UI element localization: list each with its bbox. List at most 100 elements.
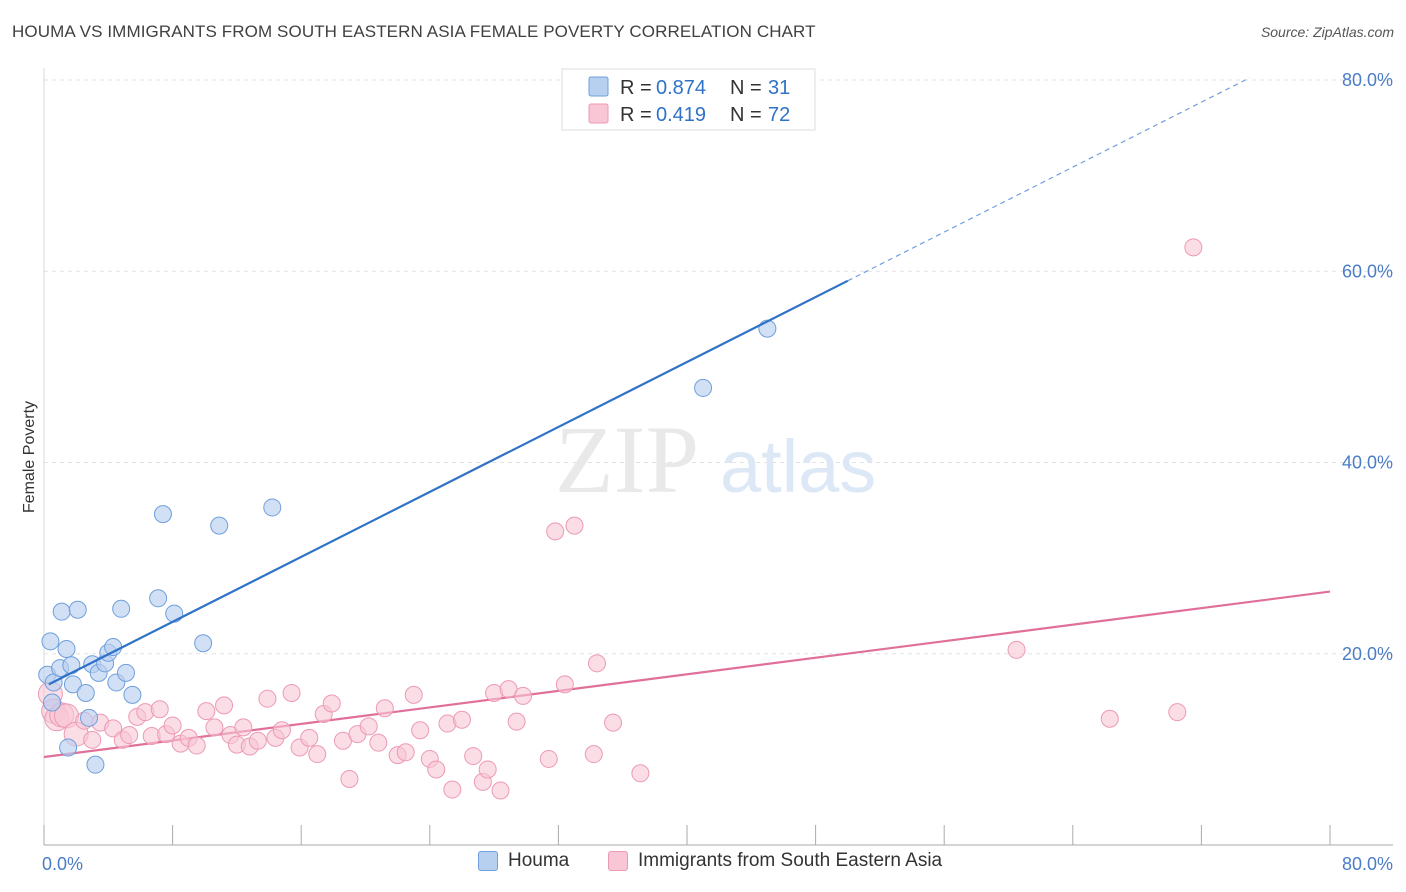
sea-point-69 bbox=[1007, 640, 1026, 659]
sea-point-31 bbox=[272, 721, 291, 740]
houma-point-28 bbox=[263, 498, 282, 517]
sea-point-29 bbox=[258, 689, 277, 708]
houma-point-10 bbox=[68, 600, 87, 619]
sea-point-34 bbox=[300, 728, 319, 747]
sea-point-49 bbox=[427, 760, 446, 779]
houma-point-26 bbox=[194, 634, 213, 653]
sea-point-35 bbox=[308, 745, 327, 764]
chart-title: HOUMA VS IMMIGRANTS FROM SOUTH EASTERN A… bbox=[12, 22, 816, 41]
houma-point-29 bbox=[694, 378, 713, 397]
x-tick-label-0: 0.0% bbox=[42, 854, 83, 874]
sea-point-9 bbox=[104, 719, 123, 738]
trend-line-houma bbox=[48, 77, 1250, 686]
legend-n-label-0: N = bbox=[730, 77, 762, 99]
sea-point-72 bbox=[1184, 238, 1203, 257]
houma-point-21 bbox=[116, 663, 135, 682]
legend-r-value-1: 0.419 bbox=[656, 104, 706, 126]
y-tick-label-1: 40.0% bbox=[1342, 453, 1393, 473]
sea-point-63 bbox=[555, 675, 574, 694]
houma-point-22 bbox=[123, 685, 142, 704]
legend-r-label-1: R = bbox=[620, 104, 652, 126]
sea-point-62 bbox=[546, 522, 565, 541]
bottom-legend-sea: Immigrants from South Eastern Asia bbox=[608, 850, 942, 872]
houma-point-27 bbox=[210, 516, 229, 535]
sea-point-60 bbox=[514, 686, 533, 705]
sea-point-41 bbox=[359, 717, 378, 736]
sea-point-66 bbox=[587, 654, 606, 673]
sea-point-43 bbox=[375, 699, 394, 718]
bottom-legend-label-sea: Immigrants from South Eastern Asia bbox=[638, 850, 943, 871]
y-axis-label: Female Poverty bbox=[21, 401, 38, 513]
sea-point-53 bbox=[464, 747, 483, 766]
houma-trend-solid bbox=[48, 279, 849, 686]
sea-point-17 bbox=[163, 716, 182, 735]
sea-trend-solid bbox=[43, 590, 1331, 759]
watermark-atlas: atlas bbox=[720, 425, 876, 508]
source-label: Source: ZipAtlas.com bbox=[1260, 24, 1394, 40]
sea-point-68 bbox=[631, 764, 650, 783]
sea-point-67 bbox=[604, 713, 623, 732]
legend-swatch-houma bbox=[588, 76, 609, 97]
houma-point-6 bbox=[57, 639, 76, 658]
trend-line-sea bbox=[43, 590, 1331, 759]
houma-point-9 bbox=[63, 675, 82, 694]
houma-point-12 bbox=[80, 708, 99, 727]
grid-lines bbox=[44, 79, 1393, 655]
houma-point-20 bbox=[112, 599, 131, 618]
sea-point-55 bbox=[478, 760, 497, 779]
sea-point-61 bbox=[539, 749, 558, 768]
sea-point-26 bbox=[234, 718, 253, 737]
houma-point-14 bbox=[86, 755, 105, 774]
houma-trend-dashed bbox=[847, 77, 1250, 282]
watermark: ZIP atlas bbox=[555, 406, 876, 513]
y-tick-label-3: 80.0% bbox=[1342, 70, 1393, 90]
legend-r-label-0: R = bbox=[620, 77, 652, 99]
sea-point-46 bbox=[404, 685, 423, 704]
sea-point-37 bbox=[322, 694, 341, 713]
bottom-legend-swatch-sea bbox=[608, 851, 628, 871]
sea-point-23 bbox=[215, 696, 234, 715]
sea-point-64 bbox=[565, 516, 584, 535]
houma-point-25 bbox=[165, 604, 184, 623]
sea-point-32 bbox=[282, 683, 301, 702]
sea-point-21 bbox=[197, 702, 216, 721]
sea-point-71 bbox=[1168, 703, 1187, 722]
houma-point-11 bbox=[76, 683, 95, 702]
bottom-legend-label-houma: Houma bbox=[508, 850, 570, 871]
bottom-legend: Houma Immigrants from South Eastern Asia bbox=[0, 850, 1406, 880]
watermark-zip: ZIP bbox=[555, 406, 699, 513]
sea-point-52 bbox=[452, 710, 471, 729]
series-sea-points bbox=[37, 238, 1203, 800]
sea-point-15 bbox=[150, 700, 169, 719]
houma-point-23 bbox=[149, 589, 168, 608]
houma-point-2 bbox=[43, 693, 62, 712]
bottom-legend-houma: Houma bbox=[478, 850, 569, 872]
legend-r-value-0: 0.874 bbox=[656, 77, 706, 99]
sea-point-70 bbox=[1100, 709, 1119, 728]
sea-point-11 bbox=[120, 726, 139, 745]
y-tick-label-2: 60.0% bbox=[1342, 261, 1393, 281]
y-tick-label-0: 20.0% bbox=[1342, 644, 1393, 664]
sea-point-22 bbox=[205, 718, 224, 737]
legend-n-value-0: 31 bbox=[768, 77, 790, 99]
sea-point-59 bbox=[507, 712, 526, 731]
bottom-legend-swatch-houma bbox=[478, 851, 498, 871]
sea-point-51 bbox=[443, 780, 462, 799]
sea-point-42 bbox=[369, 733, 388, 752]
sea-point-47 bbox=[411, 721, 430, 740]
legend-n-value-1: 72 bbox=[768, 104, 790, 126]
sea-point-20 bbox=[187, 736, 206, 755]
sea-point-39 bbox=[340, 770, 359, 789]
x-tick-label-1: 80.0% bbox=[1342, 854, 1393, 874]
houma-point-7 bbox=[59, 738, 78, 757]
houma-point-1 bbox=[41, 632, 60, 651]
sea-point-45 bbox=[396, 743, 415, 762]
sea-point-7 bbox=[83, 730, 102, 749]
legend-n-label-1: N = bbox=[730, 104, 762, 126]
y-tick-labels: 20.0% 40.0% 60.0% 80.0% bbox=[1342, 70, 1393, 664]
legend-swatch-sea bbox=[588, 103, 609, 124]
houma-point-5 bbox=[52, 602, 71, 621]
sea-point-65 bbox=[584, 745, 603, 764]
legend-box: R = 0.874 N = 31 R = 0.419 N = 72 bbox=[561, 68, 816, 131]
